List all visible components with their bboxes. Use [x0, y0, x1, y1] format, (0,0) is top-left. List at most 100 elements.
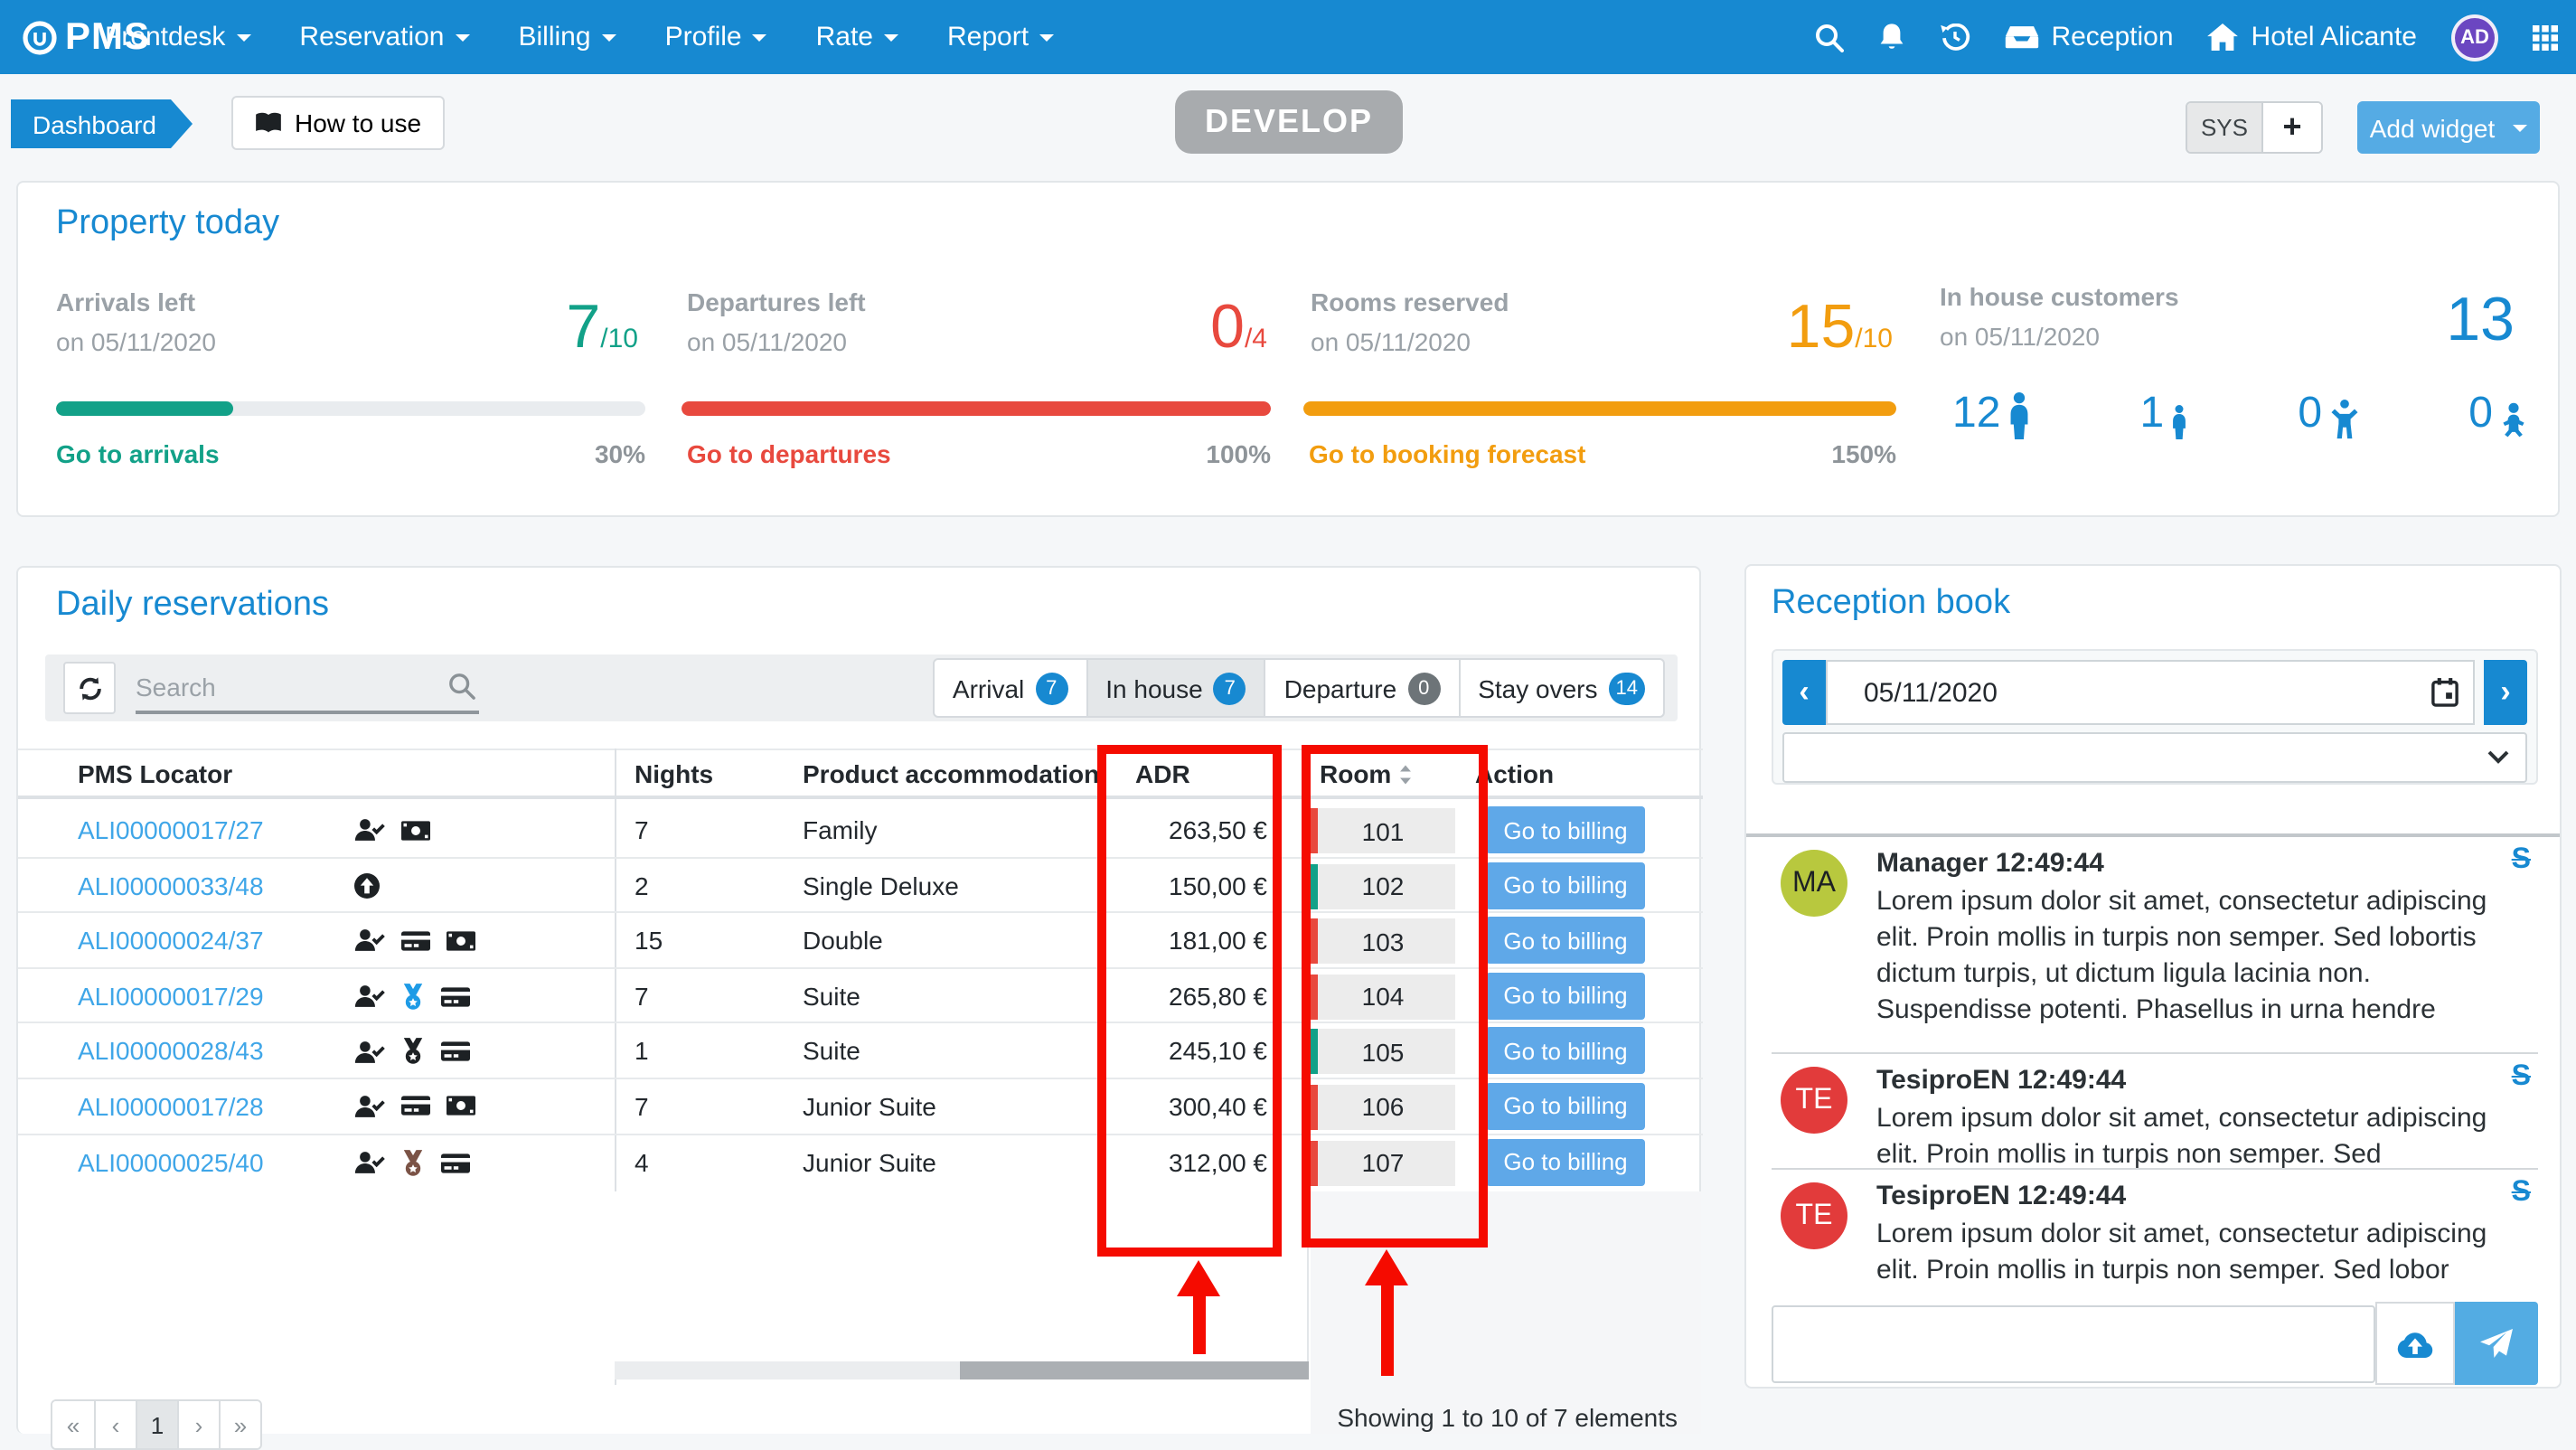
- reservation-link[interactable]: ALI00000028/43: [78, 1036, 264, 1066]
- search-input[interactable]: [136, 662, 443, 711]
- history-icon[interactable]: [1939, 23, 1970, 52]
- booking-forecast-progress-bar: [1303, 401, 1896, 416]
- stat-date: on 05/11/2020: [1311, 327, 1471, 356]
- previous-day-button[interactable]: ‹: [1782, 660, 1826, 725]
- next-day-button[interactable]: ›: [2484, 660, 2527, 725]
- adr-cell: 312,00 €: [1169, 1147, 1267, 1177]
- breadcrumb[interactable]: Dashboard: [11, 99, 193, 148]
- page-first[interactable]: «: [52, 1401, 94, 1448]
- sys-button[interactable]: SYS: [2187, 103, 2261, 152]
- chevron-down-icon: [236, 33, 251, 41]
- go-to-booking-forecast-link[interactable]: Go to booking forecast: [1309, 439, 1586, 468]
- strikethrough-s-icon[interactable]: S: [2511, 1177, 2531, 1208]
- calendar-icon[interactable]: [2431, 678, 2458, 707]
- date-input[interactable]: [1828, 662, 2473, 723]
- notifications-bell-icon[interactable]: [1877, 22, 1904, 52]
- room-status-bar: [1311, 808, 1318, 853]
- go-to-billing-button[interactable]: Go to billing: [1486, 806, 1645, 853]
- send-button[interactable]: [2455, 1302, 2538, 1385]
- teens-count: 0: [2298, 389, 2358, 439]
- reservation-link[interactable]: ALI00000025/40: [78, 1147, 264, 1177]
- product-cell: Suite: [803, 981, 860, 1011]
- go-to-billing-button[interactable]: Go to billing: [1486, 862, 1645, 909]
- nights-cell: 7: [635, 1091, 649, 1121]
- nights-cell: 7: [635, 815, 649, 844]
- search-icon[interactable]: [1814, 23, 1844, 52]
- reception-filter-select[interactable]: [1782, 732, 2527, 783]
- go-to-billing-button[interactable]: Go to billing: [1486, 1027, 1645, 1075]
- chevron-down-icon: [601, 33, 616, 41]
- menu-rate[interactable]: Rate: [816, 22, 898, 52]
- how-to-use-button[interactable]: How to use: [231, 96, 446, 150]
- credit-card-icon: [401, 1097, 430, 1116]
- credit-card-icon: [401, 930, 430, 951]
- user-check-icon: [354, 1040, 385, 1065]
- reservation-link[interactable]: ALI00000033/48: [78, 871, 264, 900]
- tab-stay-overs[interactable]: Stay overs 14: [1460, 658, 1665, 718]
- reservation-link[interactable]: ALI00000017/28: [78, 1091, 264, 1121]
- go-to-billing-button[interactable]: Go to billing: [1486, 917, 1645, 965]
- reservation-link[interactable]: ALI00000017/29: [78, 981, 264, 1011]
- adult-icon: [2007, 392, 2029, 439]
- product-cell: Junior Suite: [803, 1147, 936, 1177]
- tab-in-house[interactable]: In house 7: [1087, 658, 1266, 718]
- scrollbar-thumb[interactable]: [960, 1361, 1309, 1379]
- in-house-total: 13: [2446, 286, 2515, 354]
- user-avatar[interactable]: AD: [2451, 14, 2498, 61]
- nav-reception[interactable]: Reception: [2004, 22, 2174, 52]
- message-input[interactable]: [1772, 1305, 2375, 1383]
- refresh-button[interactable]: [63, 662, 116, 714]
- page-prev[interactable]: ‹: [94, 1401, 136, 1448]
- col-room[interactable]: Room: [1320, 759, 1411, 788]
- home-icon: [2207, 24, 2239, 51]
- go-to-arrivals-link[interactable]: Go to arrivals: [56, 439, 220, 468]
- col-action: Action: [1475, 759, 1555, 788]
- stat-label: Departures left: [687, 287, 866, 316]
- room-arrow-icon: [1365, 1249, 1408, 1285]
- in-house-counts: 12 1 0 0: [1952, 389, 2527, 439]
- count-badge: 7: [1035, 672, 1068, 704]
- page-last[interactable]: »: [219, 1401, 260, 1448]
- nav-hotel[interactable]: Hotel Alicante: [2207, 22, 2417, 52]
- table-row: ALI00000017/28 7 Junior Suite 300,40 € 1…: [18, 1079, 1703, 1135]
- reservation-link[interactable]: ALI00000024/37: [78, 926, 264, 956]
- table-row: ALI00000017/29 7 Suite 265,80 € 104 Go t…: [18, 969, 1703, 1024]
- menu-billing[interactable]: Billing: [519, 22, 616, 52]
- apps-grid-icon[interactable]: [2533, 24, 2558, 50]
- upload-button[interactable]: [2375, 1302, 2455, 1385]
- reservation-link[interactable]: ALI00000017/27: [78, 815, 264, 844]
- strikethrough-s-icon[interactable]: S: [2511, 844, 2531, 875]
- brand[interactable]: PMS: [22, 0, 150, 74]
- strikethrough-s-icon[interactable]: S: [2511, 1061, 2531, 1092]
- adr-cell: 181,00 €: [1169, 926, 1267, 956]
- menu-report[interactable]: Report: [947, 22, 1055, 52]
- add-widget-button[interactable]: Add widget: [2357, 101, 2540, 154]
- stat-value: 0/4: [1210, 293, 1267, 362]
- add-tab-button[interactable]: +: [2261, 103, 2321, 152]
- page-next[interactable]: ›: [177, 1401, 219, 1448]
- sys-button-group: SYS +: [2186, 101, 2323, 154]
- tab-arrival[interactable]: Arrival 7: [932, 658, 1088, 718]
- tab-departure[interactable]: Departure 0: [1265, 658, 1461, 718]
- page-1[interactable]: 1: [136, 1401, 177, 1448]
- go-to-billing-button[interactable]: Go to billing: [1486, 1082, 1645, 1130]
- user-check-icon: [354, 817, 385, 843]
- room-status-bar: [1311, 974, 1318, 1020]
- message-text: Lorem ipsum dolor sit amet, consectetur …: [1876, 886, 2487, 1025]
- person-arms-up-icon: [2329, 400, 2358, 439]
- go-to-billing-button[interactable]: Go to billing: [1486, 1138, 1645, 1186]
- go-to-billing-button[interactable]: Go to billing: [1486, 972, 1645, 1020]
- arrow-circle-up-icon: [354, 872, 380, 899]
- table-summary: Showing 1 to 10 of 7 elements: [1337, 1403, 1678, 1432]
- menu-reservation[interactable]: Reservation: [299, 22, 470, 52]
- menu-profile[interactable]: Profile: [665, 22, 767, 52]
- departures-progress-bar: [682, 401, 1271, 416]
- menu-frontdesk[interactable]: Frontdesk: [105, 22, 251, 52]
- count-badge: 14: [1608, 672, 1645, 704]
- message-author: Manager 12:49:44: [1876, 848, 2104, 879]
- horizontal-scrollbar[interactable]: [615, 1361, 1309, 1379]
- paper-plane-icon: [2480, 1329, 2513, 1358]
- table-row: ALI00000025/40 4 Junior Suite 312,00 € 1…: [18, 1135, 1703, 1190]
- go-to-departures-link[interactable]: Go to departures: [687, 439, 891, 468]
